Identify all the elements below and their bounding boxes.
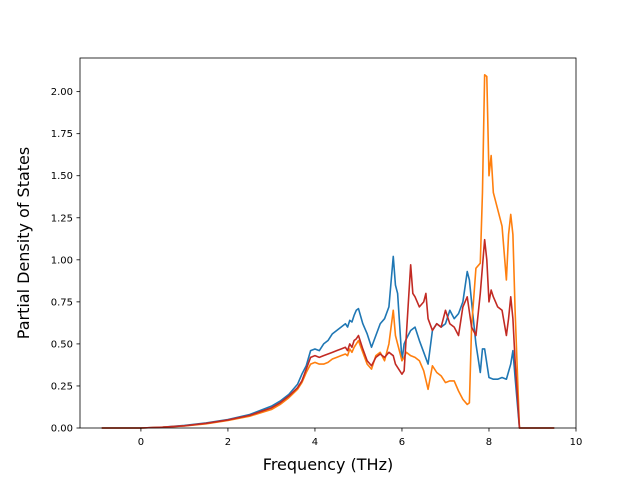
x-tick-label: 0 (138, 437, 144, 448)
y-tick-label: 0.75 (51, 297, 73, 308)
y-axis: 0.00 0.25 0.50 0.75 1.00 1.25 1.50 1.75 2.00 (51, 87, 80, 435)
y-tick-label: 0.25 (51, 381, 73, 392)
y-axis-label: Partial Density of States (14, 147, 33, 339)
series-layer (101, 74, 555, 429)
series-line-1 (101, 255, 555, 429)
y-tick-label: 0.50 (51, 339, 73, 350)
series-line-3 (101, 238, 555, 429)
y-tick-label: 1.00 (51, 255, 73, 266)
y-tick-label: 1.75 (51, 129, 73, 140)
plot-frame (79, 57, 577, 429)
y-tick-label: 1.50 (51, 171, 73, 182)
y-tick-label: 0.00 (51, 424, 73, 435)
x-tick-label: 4 (312, 437, 318, 448)
y-tick-label: 1.25 (51, 213, 73, 224)
x-tick-label: 2 (225, 437, 231, 448)
y-tick-label: 2.00 (51, 87, 73, 98)
x-axis: 0 2 4 6 8 10 (138, 428, 583, 448)
x-tick-label: 6 (399, 437, 405, 448)
x-axis-label: Frequency (THz) (263, 455, 393, 474)
x-tick-label: 8 (486, 437, 492, 448)
x-tick-label: 10 (570, 437, 583, 448)
series-line-2 (101, 74, 555, 429)
